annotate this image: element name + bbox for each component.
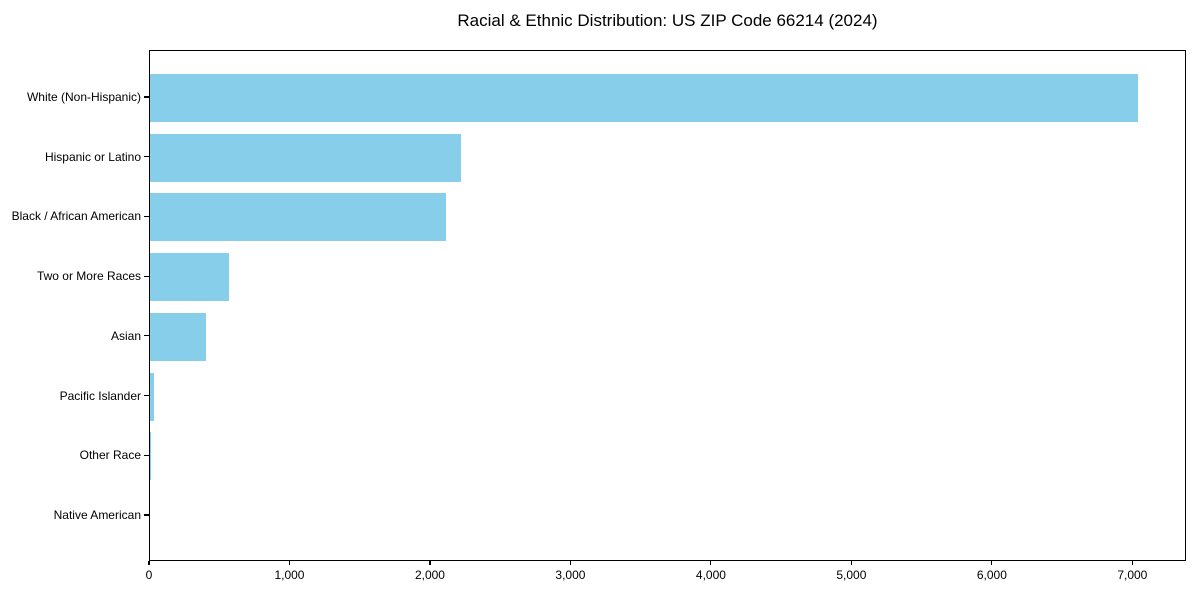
x-tick-mark (288, 561, 291, 565)
y-tick-mark (144, 394, 149, 397)
y-tick-mark (144, 156, 149, 158)
x-tick-label: 5,000 (836, 568, 867, 582)
y-tick-label: Black / African American (11, 209, 141, 224)
bar (150, 133, 461, 182)
y-tick-mark (144, 335, 149, 337)
y-tick-mark (144, 96, 149, 98)
y-tick-mark (144, 514, 149, 516)
plot-area (149, 50, 1186, 561)
bar (150, 432, 152, 481)
bar (150, 253, 229, 302)
chart-title: Racial & Ethnic Distribution: US ZIP Cod… (457, 11, 878, 30)
x-tick-mark (148, 561, 150, 565)
bar (150, 74, 1138, 122)
y-tick-label: Other Race (79, 448, 141, 463)
x-tick-mark (850, 561, 852, 565)
y-tick-label: Hispanic or Latino (44, 149, 141, 164)
y-tick-label: Two or More Races (36, 269, 141, 284)
x-tick-label: 7,000 (1117, 568, 1148, 582)
x-tick-label: 4,000 (695, 568, 726, 582)
x-tick-label: 1,000 (274, 568, 305, 582)
x-tick-mark (1131, 561, 1133, 565)
y-tick-mark (144, 454, 149, 456)
x-tick-mark (991, 561, 993, 565)
bar (150, 193, 447, 242)
x-tick-label: 0 (145, 568, 153, 582)
x-tick-mark (569, 561, 572, 565)
y-tick-mark (144, 275, 149, 277)
x-tick-mark (710, 561, 712, 565)
y-tick-label: Native American (53, 508, 141, 522)
y-tick-label: Asian (110, 328, 141, 343)
y-tick-label: White (Non-Hispanic) (26, 90, 141, 104)
y-tick-label: Pacific Islander (59, 388, 141, 403)
y-tick-mark (144, 215, 149, 218)
bar (150, 372, 154, 421)
x-tick-label: 6,000 (976, 568, 1007, 582)
x-tick-label: 2,000 (414, 568, 445, 582)
x-tick-mark (429, 561, 431, 565)
x-tick-label: 3,000 (555, 568, 586, 582)
bar (150, 312, 207, 361)
